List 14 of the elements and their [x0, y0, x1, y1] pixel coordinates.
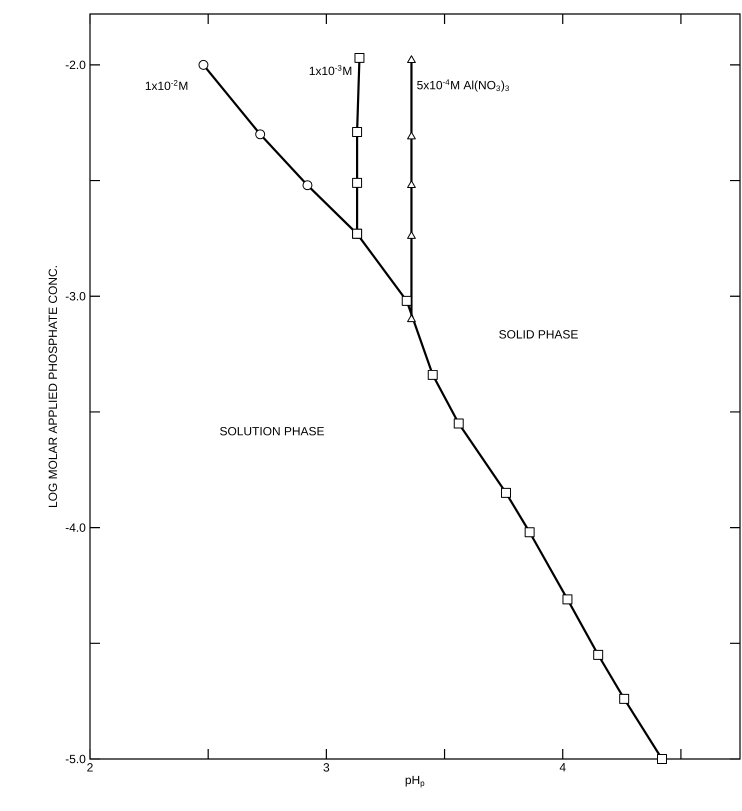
- series-label: 1x10$^{-2}$M: [146, 80, 188, 90]
- annotation: SOLUTION PHASE: [220, 426, 324, 436]
- y-tick-label: -4.0: [66, 523, 86, 532]
- x-tick-label: 4: [560, 763, 566, 772]
- x-tick-label: 3: [323, 763, 330, 772]
- series-label: 1x10$^{-3}$M: [310, 65, 352, 76]
- annotation: SOLID PHASE: [499, 330, 578, 339]
- x-tick-label: 2: [87, 763, 93, 772]
- y-tick-label: -2.0: [66, 60, 86, 70]
- x-axis-title: pH$_{p}$: [406, 776, 424, 788]
- y-tick-label: -5.0: [66, 754, 86, 764]
- y-axis-title: LOG MOLAR APPLIED PHOSPHATE CONC.: [48, 266, 58, 507]
- series-label: 5x10$^{-4}$M Al(NO$_{3}$)$_{3}$: [417, 79, 509, 92]
- y-tick-label: -3.0: [66, 292, 86, 300]
